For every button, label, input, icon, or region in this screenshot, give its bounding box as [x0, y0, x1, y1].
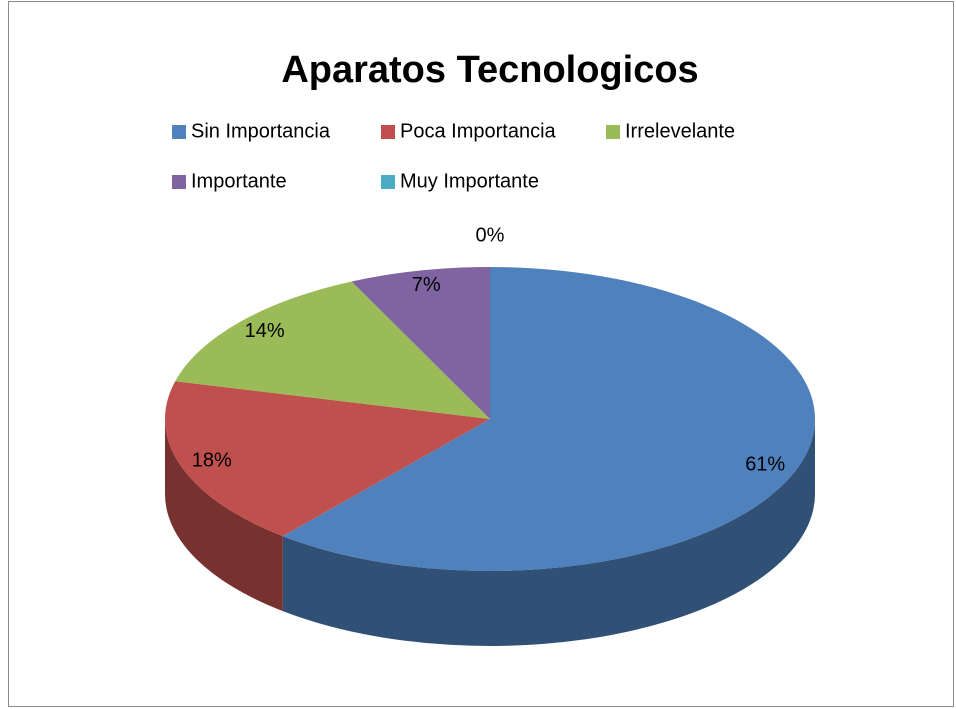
data-label: 7% — [412, 274, 441, 296]
pie-slice — [282, 267, 816, 571]
pie-side — [282, 419, 816, 646]
pie-slice — [351, 267, 490, 419]
legend-label: Poca Importancia — [400, 120, 557, 142]
data-label: 0% — [476, 224, 505, 246]
legend-label: Sin Importancia — [191, 120, 331, 142]
legend-swatch — [172, 175, 186, 189]
legend-label: Irrelevelante — [625, 120, 735, 142]
legend-swatch — [172, 125, 186, 139]
legend-label: Muy Importante — [400, 170, 539, 192]
data-label: 14% — [245, 320, 285, 342]
pie-side — [165, 419, 283, 612]
data-label: 18% — [192, 450, 232, 472]
data-label: 61% — [745, 454, 785, 476]
pie-slice — [165, 381, 490, 537]
legend-swatch — [381, 125, 395, 139]
pie-slice — [175, 281, 490, 419]
legend-label: Importante — [191, 170, 287, 192]
chart-title: Aparatos Tecnologicos — [281, 49, 698, 91]
legend-swatch — [381, 175, 395, 189]
legend-swatch — [606, 125, 620, 139]
